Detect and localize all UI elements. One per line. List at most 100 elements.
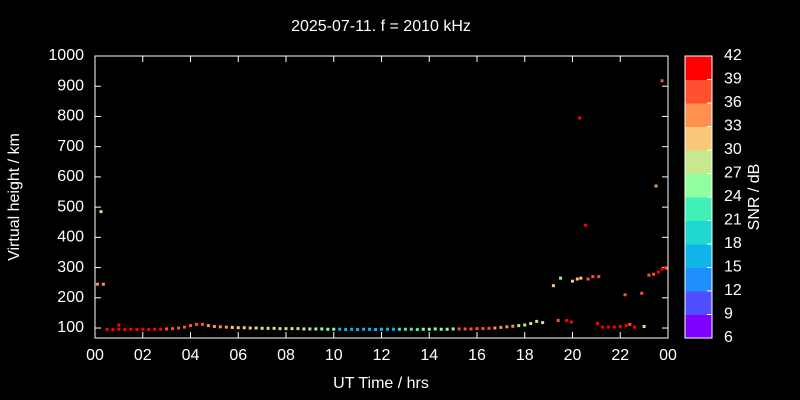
data-point <box>218 325 222 329</box>
data-point <box>356 328 360 332</box>
y-tick-label: 900 <box>57 77 84 94</box>
data-point <box>266 326 270 330</box>
data-point <box>374 328 378 332</box>
data-point <box>660 267 664 271</box>
x-tick-label: 02 <box>134 347 152 364</box>
data-point <box>665 266 669 270</box>
colorbar-label: SNR / dB <box>746 164 763 231</box>
data-point <box>302 327 306 331</box>
colorbar-tick-label: 39 <box>724 71 742 88</box>
data-point <box>487 326 491 330</box>
data-point <box>565 318 569 322</box>
colorbar-tick-label: 21 <box>724 212 742 229</box>
x-tick-label: 00 <box>86 347 104 364</box>
data-point <box>368 327 372 331</box>
colorbar-band <box>685 244 712 268</box>
x-tick-label: 22 <box>611 347 629 364</box>
colorbar-band <box>685 267 712 292</box>
data-point <box>575 277 579 281</box>
colorbar-tick-label: 9 <box>724 306 733 323</box>
colorbar-band <box>685 56 712 80</box>
y-axis-label: Virtual height / km <box>6 133 23 261</box>
data-point <box>272 326 276 330</box>
data-point <box>153 327 157 331</box>
colorbar-band <box>685 197 712 221</box>
data-point <box>338 327 342 331</box>
data-point <box>200 322 204 326</box>
data-point <box>254 326 258 330</box>
data-point <box>571 279 574 283</box>
y-tick-label: 400 <box>57 229 84 246</box>
data-point <box>385 327 389 331</box>
data-point <box>660 79 664 83</box>
y-tick-label: 600 <box>57 168 84 185</box>
data-point <box>535 319 539 323</box>
data-point <box>596 321 600 325</box>
x-tick-label: 18 <box>516 347 534 364</box>
data-point <box>350 327 354 331</box>
data-point <box>559 276 563 280</box>
data-point <box>439 327 443 331</box>
x-tick-label: 00 <box>659 347 677 364</box>
data-point <box>517 324 521 328</box>
colorbar-tick-label: 15 <box>724 259 742 276</box>
data-point <box>380 327 383 331</box>
y-tick-label: 800 <box>57 108 84 125</box>
data-point <box>224 325 228 329</box>
data-point <box>147 328 151 332</box>
data-point <box>628 322 632 326</box>
data-point <box>99 210 103 214</box>
colorbar-band <box>685 79 712 104</box>
data-point <box>183 325 187 329</box>
data-point <box>493 326 497 330</box>
data-point <box>433 327 437 331</box>
colorbar-band <box>685 220 712 245</box>
data-point <box>551 284 555 288</box>
x-tick-label: 10 <box>325 347 343 364</box>
colorbar-band <box>685 103 712 127</box>
data-point <box>141 327 145 331</box>
data-point <box>296 327 300 331</box>
data-point <box>326 327 330 331</box>
data-point <box>523 323 527 327</box>
data-point <box>391 327 395 331</box>
data-point <box>469 327 473 331</box>
y-tick-label: 500 <box>57 198 84 215</box>
data-point <box>101 282 105 286</box>
data-point <box>129 327 133 331</box>
data-point <box>332 327 336 331</box>
data-point <box>606 325 610 329</box>
colorbar-tick-label: 42 <box>724 47 742 64</box>
colorbar-band <box>685 150 712 174</box>
data-point <box>445 327 449 331</box>
data-point <box>165 327 169 331</box>
data-point <box>242 326 246 330</box>
colorbar-tick-label: 33 <box>724 118 742 135</box>
data-point <box>541 321 545 325</box>
data-point <box>159 327 163 331</box>
data-point <box>189 324 192 328</box>
data-point <box>421 327 425 331</box>
data-point <box>529 321 533 325</box>
data-point <box>579 276 583 280</box>
colorbar-tick-label: 18 <box>724 235 742 252</box>
data-point <box>656 270 660 274</box>
data-point <box>260 326 264 330</box>
x-tick-label: 16 <box>468 347 486 364</box>
data-point <box>556 318 560 322</box>
data-point <box>597 275 601 279</box>
colorbar-tick-label: 12 <box>724 282 742 299</box>
data-point <box>586 277 590 281</box>
colorbar-band <box>685 173 712 198</box>
data-point <box>344 328 348 332</box>
data-point <box>499 325 503 329</box>
data-point <box>248 326 252 330</box>
data-point <box>623 293 627 297</box>
data-point <box>584 223 588 227</box>
data-point <box>308 327 312 331</box>
data-point <box>123 328 127 332</box>
x-tick-label: 04 <box>182 347 200 364</box>
data-point <box>284 327 288 331</box>
